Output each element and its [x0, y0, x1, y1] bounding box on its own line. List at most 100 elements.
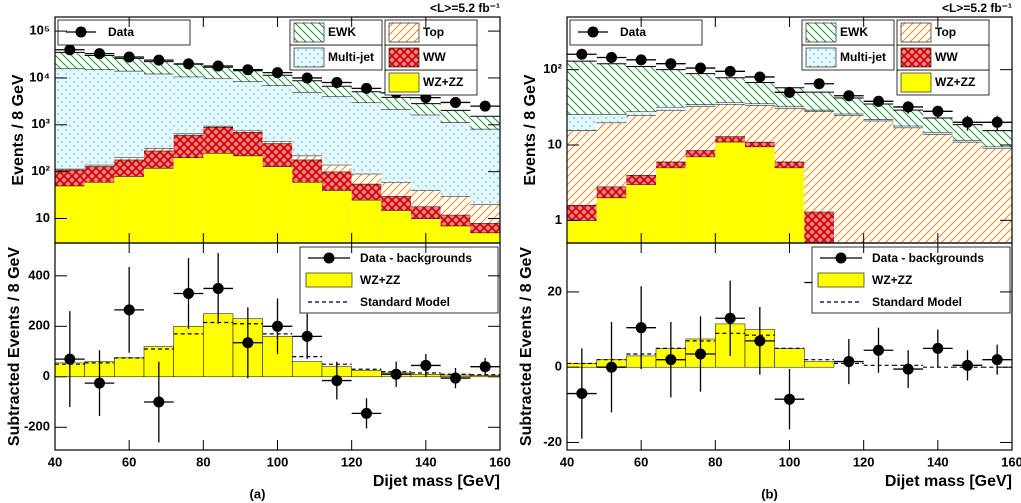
data-point — [665, 354, 677, 366]
data-point — [606, 361, 617, 373]
stack-segment — [322, 171, 352, 191]
data-point — [479, 100, 491, 112]
x-tick-label: 140 — [927, 454, 949, 469]
data-point — [420, 359, 432, 371]
stack-segment — [656, 110, 686, 162]
y-tick-label: 200 — [28, 318, 50, 333]
stack-segment — [834, 98, 864, 114]
y-axis-label: Subtracted Events / 8 GeV — [6, 247, 23, 447]
stack-segment — [144, 150, 174, 168]
stack-segment — [656, 106, 686, 111]
x-tick-label: 140 — [415, 454, 437, 469]
y-tick-label: 0 — [555, 359, 562, 374]
legend-label: Top — [423, 25, 444, 39]
data-point — [695, 348, 706, 360]
legend-label: WW — [935, 50, 958, 64]
legend-label: Standard Model — [872, 295, 962, 309]
x-axis-label: Dijet mass [GeV] — [885, 473, 1012, 490]
stack-segment — [834, 113, 864, 116]
x-tick-label: 120 — [853, 454, 875, 469]
stack-segment — [84, 69, 115, 165]
stack-segment — [626, 111, 656, 116]
x-tick-label: 80 — [708, 454, 722, 469]
stack-segment — [144, 61, 174, 74]
x-tick-label: 160 — [1001, 454, 1021, 469]
luminosity: <L>=5.2 fb⁻¹ — [942, 1, 1012, 15]
stack-segment — [470, 128, 500, 205]
data-point — [576, 48, 588, 60]
stack-segment — [745, 103, 775, 105]
stack-segment — [173, 76, 204, 134]
stack-segment — [411, 114, 441, 191]
data-point — [153, 396, 165, 408]
data-point — [754, 335, 766, 347]
data-point — [902, 363, 914, 375]
data-point — [754, 71, 766, 83]
stack-segment — [173, 133, 204, 136]
data-point — [843, 90, 855, 102]
stack-segment — [381, 97, 411, 110]
data-point — [724, 65, 736, 77]
legend-label: Data - backgrounds — [872, 251, 984, 265]
data-point — [242, 337, 254, 349]
stack-segment — [411, 103, 441, 115]
data-point — [873, 344, 884, 356]
stack-segment — [292, 80, 322, 92]
signal-bar — [203, 313, 234, 378]
x-tick-label: 160 — [489, 454, 511, 469]
legend-label: Multi-jet — [840, 50, 886, 64]
stack-segment — [952, 140, 983, 142]
data-point — [64, 353, 76, 365]
legend-label: WZ+ZZ — [360, 273, 400, 287]
stack-segment — [567, 220, 597, 243]
stack-segment — [440, 225, 471, 243]
stack-segment — [567, 114, 597, 131]
legend-label: Data — [620, 25, 646, 39]
data-point — [576, 388, 588, 400]
stack-segment — [893, 125, 923, 128]
stack-segment — [596, 63, 627, 114]
stack-segment — [262, 75, 293, 86]
stack-segment — [863, 119, 894, 121]
stack-segment — [470, 223, 500, 233]
stack-segment — [262, 166, 293, 243]
legend-label: EWK — [840, 25, 868, 39]
stack-segment — [685, 156, 716, 243]
data-point — [962, 359, 973, 371]
legend-swatch — [805, 47, 837, 68]
data-point — [902, 101, 914, 113]
data-point — [183, 58, 194, 70]
data-point — [724, 312, 736, 324]
stack-segment — [715, 102, 745, 105]
data-point — [932, 342, 944, 354]
data-point — [962, 116, 973, 128]
data-point — [635, 322, 647, 334]
stack-segment — [685, 104, 716, 107]
stack-segment — [55, 52, 85, 69]
legend-box — [569, 19, 703, 46]
stack-segment — [804, 109, 834, 111]
y-tick-label: 10³ — [31, 116, 50, 131]
stack-segment — [982, 148, 1012, 243]
stack-segment — [596, 186, 627, 198]
data-point — [665, 58, 677, 70]
y-tick-label: 10² — [543, 61, 562, 76]
stack-segment — [745, 104, 775, 142]
data-point — [695, 62, 706, 74]
legend-swatch — [900, 22, 932, 43]
signal-bar — [351, 370, 382, 378]
main-plot: Data WZ+ZZ WW Top Multi-jet EWK <L>=5.2 fb⁻¹ Ev… — [10, 1, 501, 244]
stack-segment — [440, 196, 471, 215]
data-point — [331, 375, 343, 387]
stack-segment — [411, 190, 441, 207]
data-point — [301, 72, 313, 84]
stack-segment — [411, 206, 441, 219]
stack-segment — [114, 159, 144, 177]
signal-bar — [774, 348, 805, 368]
stack-segment — [114, 58, 144, 71]
legend-label: WW — [423, 50, 446, 64]
stack-segment — [923, 118, 953, 133]
stack-segment — [55, 169, 85, 186]
stack-segment — [626, 66, 656, 112]
